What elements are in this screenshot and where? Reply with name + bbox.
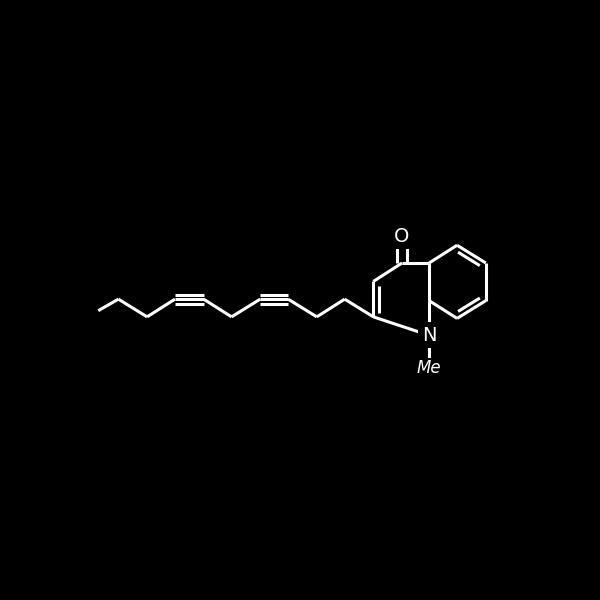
- Text: N: N: [422, 326, 436, 345]
- Text: O: O: [394, 227, 410, 245]
- Text: Me: Me: [417, 359, 442, 377]
